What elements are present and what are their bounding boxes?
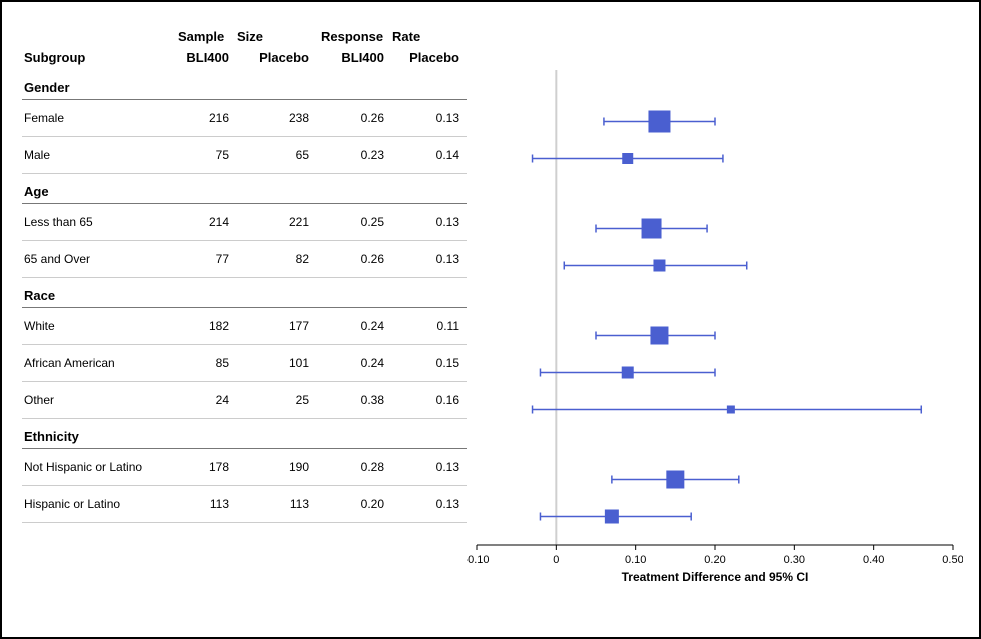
group-header: Race bbox=[22, 278, 467, 308]
row-r-pbo: 0.16 bbox=[392, 393, 467, 407]
x-tick-label: 0.50 bbox=[942, 554, 963, 566]
row-n-trt: 113 bbox=[172, 497, 237, 511]
row-r-trt: 0.24 bbox=[317, 356, 392, 370]
row-r-trt: 0.38 bbox=[317, 393, 392, 407]
row-n-pbo: 101 bbox=[237, 356, 317, 370]
row-n-pbo: 190 bbox=[237, 460, 317, 474]
row-r-pbo: 0.11 bbox=[392, 319, 467, 333]
row-r-pbo: 0.13 bbox=[392, 252, 467, 266]
group-header: Gender bbox=[22, 70, 467, 100]
point-estimate-marker bbox=[653, 260, 665, 272]
row-r-pbo: 0.13 bbox=[392, 460, 467, 474]
point-estimate-marker bbox=[727, 406, 735, 414]
x-tick-label: 0.40 bbox=[863, 554, 884, 566]
row-n-trt: 182 bbox=[172, 319, 237, 333]
row-n-trt: 75 bbox=[172, 148, 237, 162]
row-r-trt: 0.24 bbox=[317, 319, 392, 333]
point-estimate-marker bbox=[622, 367, 634, 379]
x-tick-label: -0.10 bbox=[467, 554, 490, 566]
row-n-trt: 85 bbox=[172, 356, 237, 370]
point-estimate-marker bbox=[648, 111, 670, 133]
row-r-pbo: 0.14 bbox=[392, 148, 467, 162]
table-body: GenderFemale2162380.260.13Male75650.230.… bbox=[22, 70, 467, 523]
row-label: Less than 65 bbox=[22, 215, 172, 229]
table-row: White1821770.240.11 bbox=[22, 308, 467, 345]
row-n-pbo: 177 bbox=[237, 319, 317, 333]
table-row: Male75650.230.14 bbox=[22, 137, 467, 174]
row-label: Not Hispanic or Latino bbox=[22, 460, 172, 474]
row-n-trt: 178 bbox=[172, 460, 237, 474]
row-r-pbo: 0.13 bbox=[392, 497, 467, 511]
row-n-pbo: 221 bbox=[237, 215, 317, 229]
table-row: Hispanic or Latino1131130.200.13 bbox=[22, 486, 467, 523]
header-row-1: Sample Size Response Rate bbox=[22, 22, 467, 44]
hdr-size: Size bbox=[237, 29, 317, 44]
table-row: Other24250.380.16 bbox=[22, 382, 467, 419]
point-estimate-marker bbox=[666, 471, 684, 489]
hdr-r-pbo: Placebo bbox=[392, 50, 467, 65]
row-r-trt: 0.25 bbox=[317, 215, 392, 229]
row-label: White bbox=[22, 319, 172, 333]
header-row-2: Subgroup BLI400 Placebo BLI400 Placebo bbox=[22, 44, 467, 70]
row-n-trt: 214 bbox=[172, 215, 237, 229]
row-r-pbo: 0.13 bbox=[392, 215, 467, 229]
table-row: Less than 652142210.250.13 bbox=[22, 204, 467, 241]
table-row: Female2162380.260.13 bbox=[22, 100, 467, 137]
point-estimate-marker bbox=[605, 510, 619, 524]
hdr-rate: Rate bbox=[392, 29, 467, 44]
table-area: Sample Size Response Rate Subgroup BLI40… bbox=[22, 22, 467, 523]
row-label: Hispanic or Latino bbox=[22, 497, 172, 511]
content-area: Sample Size Response Rate Subgroup BLI40… bbox=[22, 22, 959, 617]
row-n-trt: 24 bbox=[172, 393, 237, 407]
hdr-response: Response bbox=[317, 29, 392, 44]
x-tick-label: 0.20 bbox=[704, 554, 725, 566]
row-n-pbo: 113 bbox=[237, 497, 317, 511]
hdr-subgroup: Subgroup bbox=[22, 50, 172, 65]
row-n-pbo: 65 bbox=[237, 148, 317, 162]
row-r-trt: 0.26 bbox=[317, 111, 392, 125]
row-r-pbo: 0.13 bbox=[392, 111, 467, 125]
row-r-trt: 0.20 bbox=[317, 497, 392, 511]
row-n-pbo: 25 bbox=[237, 393, 317, 407]
x-tick-label: 0.30 bbox=[784, 554, 805, 566]
table-row: African American851010.240.15 bbox=[22, 345, 467, 382]
hdr-n-pbo: Placebo bbox=[237, 50, 317, 65]
point-estimate-marker bbox=[650, 327, 668, 345]
table-row: 65 and Over77820.260.13 bbox=[22, 241, 467, 278]
row-n-trt: 216 bbox=[172, 111, 237, 125]
plot-area: -0.1000.100.200.300.400.50Treatment Diff… bbox=[467, 22, 959, 582]
hdr-n-trt: BLI400 bbox=[172, 50, 237, 65]
group-header: Age bbox=[22, 174, 467, 204]
x-tick-label: 0.10 bbox=[625, 554, 646, 566]
forest-plot-figure: Sample Size Response Rate Subgroup BLI40… bbox=[0, 0, 981, 639]
row-label: 65 and Over bbox=[22, 252, 172, 266]
row-r-trt: 0.28 bbox=[317, 460, 392, 474]
row-label: Male bbox=[22, 148, 172, 162]
row-n-trt: 77 bbox=[172, 252, 237, 266]
hdr-r-trt: BLI400 bbox=[317, 50, 392, 65]
point-estimate-marker bbox=[642, 219, 662, 239]
row-r-trt: 0.23 bbox=[317, 148, 392, 162]
hdr-sample: Sample bbox=[172, 29, 237, 44]
group-header: Ethnicity bbox=[22, 419, 467, 449]
x-tick-label: 0 bbox=[553, 554, 559, 566]
point-estimate-marker bbox=[622, 153, 633, 164]
row-label: Other bbox=[22, 393, 172, 407]
row-n-pbo: 238 bbox=[237, 111, 317, 125]
row-label: Female bbox=[22, 111, 172, 125]
row-r-trt: 0.26 bbox=[317, 252, 392, 266]
table-row: Not Hispanic or Latino1781900.280.13 bbox=[22, 449, 467, 486]
x-axis-title: Treatment Difference and 95% CI bbox=[622, 570, 809, 584]
row-label: African American bbox=[22, 356, 172, 370]
forest-svg: -0.10 0 0.10 0.20 0.30 0.40 0.50 Treatment Diff… bbox=[467, 22, 963, 590]
row-r-pbo: 0.15 bbox=[392, 356, 467, 370]
row-n-pbo: 82 bbox=[237, 252, 317, 266]
